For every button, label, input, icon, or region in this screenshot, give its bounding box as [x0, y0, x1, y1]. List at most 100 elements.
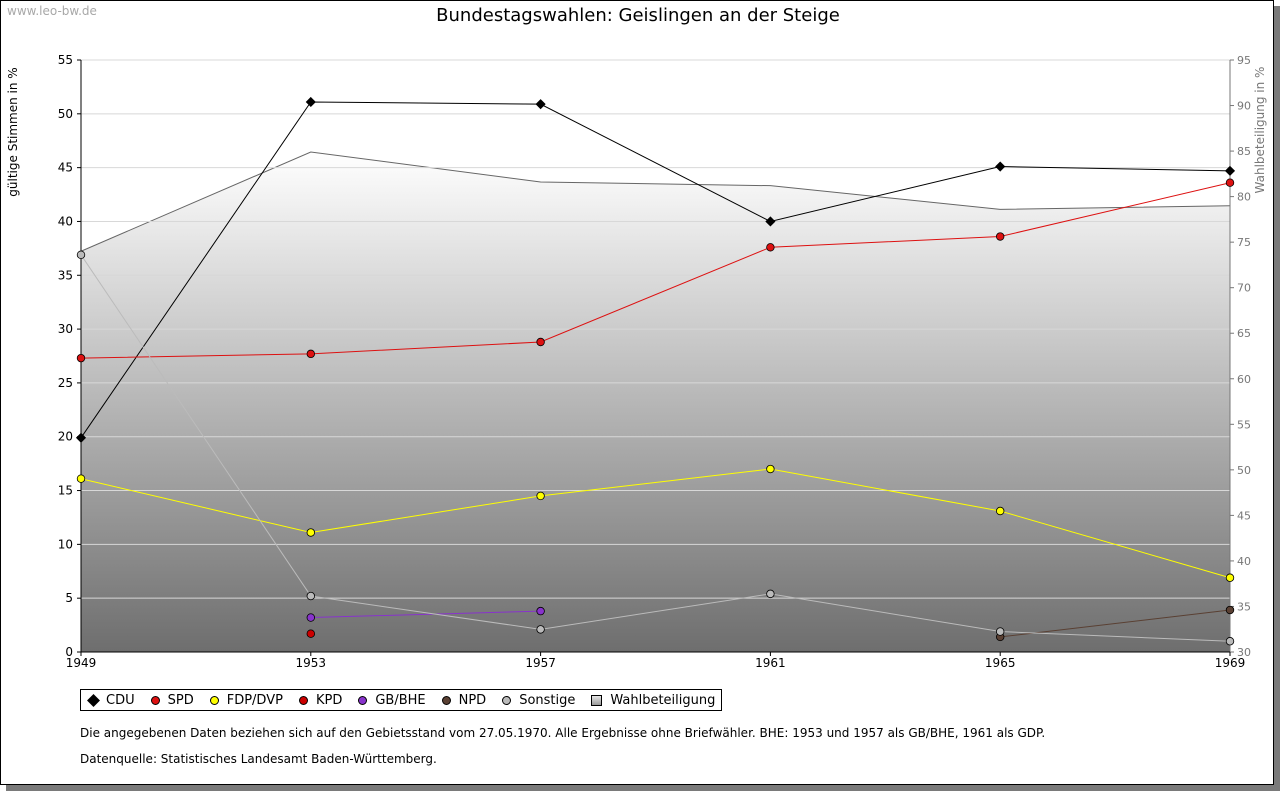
legend: CDU SPD FDP/DVP KPD GB/BHE NPD Sonstige Wahlbet…	[80, 689, 723, 711]
point-fdp-dvp-1965	[996, 506, 1005, 516]
x-tick-label-1953: 1953	[296, 656, 327, 670]
legend-label-fdp-dvp: FDP/DVP	[226, 692, 283, 708]
point-kpd-1953	[306, 629, 315, 638]
y-tick-label-55: 55	[58, 53, 73, 67]
point-fdp-dvp-1957	[536, 491, 545, 501]
chart-svg: 0 5 10 15 20 25 30 35 40 45 50 55 30 35 40 45 50 55 60 65 70…	[6, 5, 1267, 670]
point-sonstige-1969	[1225, 637, 1235, 646]
y2-tick-label-80: 80	[1237, 191, 1251, 204]
x-tick-label-1969: 1969	[1215, 656, 1246, 670]
x-tick-label-1957: 1957	[525, 656, 556, 670]
legend-label-sonstige: Sonstige	[519, 692, 576, 708]
y2-tick-label-95: 95	[1237, 54, 1251, 67]
y2-tick-label-90: 90	[1237, 100, 1251, 113]
watermark: www.leo-bw.de	[7, 4, 97, 18]
legend-marker-gb-bhe	[358, 695, 368, 705]
legend-item-npd: NPD	[441, 692, 487, 708]
point-spd-1953	[306, 349, 315, 359]
point-cdu-1949	[75, 432, 87, 443]
y-tick-label-5: 5	[65, 591, 73, 605]
x-tick-label-1965: 1965	[985, 656, 1016, 670]
legend-item-kpd: KPD	[298, 692, 343, 708]
series-line-spd	[80, 182, 1231, 359]
y-tick-label-25: 25	[58, 376, 73, 390]
y2-axis-title: Wahlbeteiligung in %	[1253, 67, 1267, 194]
legend-label-cdu: CDU	[106, 692, 135, 708]
legend-marker-npd	[441, 695, 451, 705]
point-spd-1949	[76, 353, 86, 363]
legend-item-cdu: CDU	[87, 692, 135, 708]
point-fdp-dvp-1969	[1225, 573, 1235, 582]
point-gb-bhe-1957	[536, 606, 545, 616]
frame-shadow-bottom	[6, 785, 1280, 791]
turnout-line	[80, 151, 1231, 252]
y-tick-label-50: 50	[58, 107, 73, 121]
frame-shadow-right	[1274, 6, 1280, 791]
chart-title: Bundestagswahlen: Geislingen an der Stei…	[436, 5, 840, 26]
x-tick-label-1949: 1949	[66, 656, 97, 670]
legend-item-wahlbeteiligung: Wahlbeteiligung	[591, 693, 715, 708]
legend-item-spd: SPD	[150, 692, 194, 708]
point-sonstige-1961	[766, 589, 775, 599]
legend-marker-fdp-dvp	[209, 695, 219, 705]
y-tick-label-40: 40	[58, 214, 73, 228]
point-fdp-dvp-1961	[766, 464, 775, 474]
point-sonstige-1953	[306, 591, 315, 601]
point-sonstige-1949	[76, 250, 86, 260]
y-tick-label-30: 30	[58, 322, 73, 336]
note-datenquelle: Datenquelle: Statistisches Landesamt Bad…	[80, 752, 437, 766]
point-sonstige-1965	[996, 627, 1005, 636]
legend-label-gb-bhe: GB/BHE	[375, 692, 426, 708]
y2-tick-label-30: 30	[1237, 646, 1251, 659]
legend-label-wahlbeteiligung: Wahlbeteiligung	[610, 692, 716, 708]
point-cdu-1965	[995, 161, 1006, 172]
series-line-sonstige	[80, 254, 1231, 642]
point-cdu-1969	[1224, 165, 1236, 176]
y-axis-title: gültige Stimmen in %	[6, 67, 20, 196]
point-gb-bhe-1953	[306, 613, 315, 622]
point-sonstige-1957	[536, 625, 545, 634]
note-gebietsstand: Die angegebenen Daten beziehen sich auf …	[80, 726, 1046, 740]
y-tick-label-35: 35	[58, 268, 73, 282]
y-tick-label-45: 45	[58, 161, 73, 175]
legend-marker-cdu	[87, 693, 100, 707]
legend-item-fdp-dvp: FDP/DVP	[209, 692, 283, 708]
legend-marker-spd	[150, 695, 160, 705]
point-npd-1969	[1225, 605, 1235, 615]
y2-tick-label-65: 65	[1237, 327, 1251, 340]
x-tick-label-1961: 1961	[755, 656, 786, 670]
y2-tick-label-75: 75	[1237, 236, 1251, 249]
y2-tick-label-60: 60	[1237, 373, 1251, 386]
series-line-npd	[1000, 609, 1231, 638]
legend-item-gb-bhe: GB/BHE	[358, 692, 426, 708]
point-fdp-dvp-1949	[76, 474, 86, 483]
legend-marker-kpd	[298, 695, 308, 705]
legend-label-npd: NPD	[458, 692, 487, 708]
point-spd-1965	[996, 232, 1005, 241]
y2-tick-label-35: 35	[1237, 600, 1251, 613]
y2-tick-label-55: 55	[1237, 418, 1251, 431]
point-cdu-1957	[535, 99, 546, 110]
point-spd-1961	[766, 243, 775, 252]
y2-tick-label-45: 45	[1237, 509, 1251, 522]
legend-marker-wahlbeteiligung	[591, 694, 603, 706]
legend-item-sonstige: Sonstige	[502, 693, 575, 708]
legend-label-spd: SPD	[167, 692, 194, 708]
turnout-area	[81, 151, 1230, 653]
y2-tick-label-70: 70	[1237, 282, 1251, 295]
y2-tick-label-50: 50	[1237, 464, 1251, 477]
y2-tick-label-85: 85	[1237, 145, 1251, 158]
y-tick-label-20: 20	[58, 430, 73, 444]
legend-marker-sonstige	[502, 695, 512, 705]
y-tick-label-0: 0	[65, 645, 73, 659]
point-spd-1957	[536, 337, 545, 347]
point-cdu-1953	[305, 96, 316, 108]
series-line-gb-bhe	[310, 610, 541, 619]
series-line-fdp-dvp	[80, 468, 1231, 579]
point-cdu-1961	[765, 216, 776, 227]
y-tick-label-15: 15	[58, 484, 73, 498]
legend-label-kpd: KPD	[315, 692, 343, 708]
series-line-cdu	[80, 101, 1231, 439]
point-fdp-dvp-1953	[306, 528, 315, 537]
y2-tick-label-40: 40	[1237, 555, 1251, 568]
